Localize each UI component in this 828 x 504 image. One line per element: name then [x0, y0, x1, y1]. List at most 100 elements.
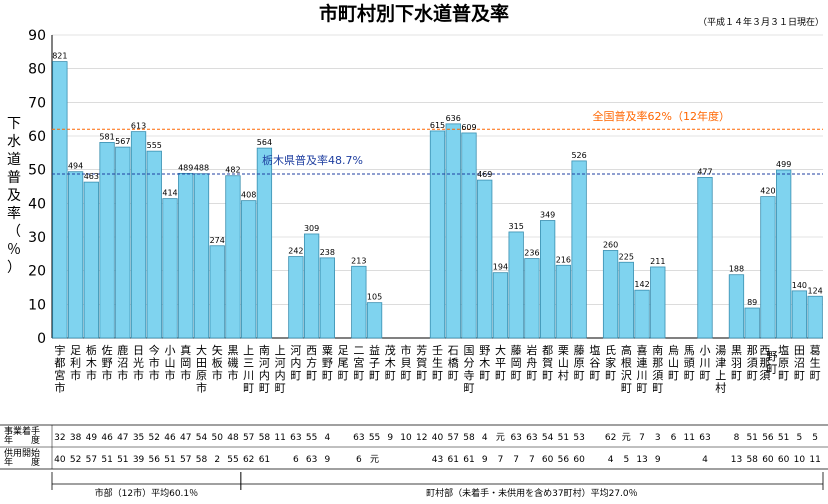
- bar: [650, 266, 666, 339]
- table-cell: 4: [608, 455, 614, 465]
- table-cell: 61: [463, 455, 474, 465]
- table-cell: 5: [797, 433, 803, 443]
- data-label: 236: [524, 249, 539, 258]
- table-cell: 60: [762, 455, 774, 465]
- category-label-char: 那: [759, 357, 770, 370]
- category-label-char: 町: [306, 369, 317, 382]
- category-label-char: 磯: [227, 357, 238, 370]
- data-label: 526: [571, 151, 586, 160]
- category-label-char: 足: [338, 344, 349, 357]
- category-label-char: 町: [259, 382, 270, 395]
- table-cell: 5: [623, 455, 629, 465]
- bar: [791, 290, 808, 339]
- table-cell: 32: [54, 433, 65, 443]
- category-label-char: 市: [70, 368, 81, 382]
- category-label-char: 町: [511, 369, 522, 382]
- data-label: 315: [509, 222, 524, 231]
- bar: [162, 198, 178, 339]
- category-label-char: 町: [432, 369, 443, 382]
- category-label: 壬生町: [432, 344, 443, 382]
- table-cell: 52: [70, 455, 81, 465]
- bar: [602, 250, 619, 339]
- table-cell: 11: [809, 455, 820, 465]
- data-label: 124: [807, 286, 822, 295]
- table-cell: 43: [432, 455, 443, 465]
- category-label-char: 木: [479, 357, 490, 370]
- table-cell: 57: [180, 455, 191, 465]
- table-cell: 10: [794, 455, 806, 465]
- table-cell: 3: [655, 433, 661, 443]
- bar: [461, 132, 477, 339]
- data-label: 609: [461, 123, 476, 132]
- data-label: 463: [84, 172, 99, 181]
- category-label-char: 藤: [574, 344, 585, 357]
- category-label-char: 根: [621, 356, 632, 370]
- table-cell: 13: [731, 455, 742, 465]
- category-label-char: 河: [290, 344, 301, 357]
- table-cell: 4: [702, 455, 708, 465]
- bar: [146, 150, 162, 339]
- category-label-char: 町: [699, 369, 710, 382]
- category-label-char: 市: [149, 368, 160, 382]
- table-cell: 47: [117, 433, 128, 443]
- table-cell: 40: [432, 433, 444, 443]
- category-label-char: 大: [196, 343, 207, 357]
- category-label-char: 西: [306, 344, 317, 357]
- table-cell: 63: [290, 433, 301, 443]
- category-label: 益子町: [369, 343, 380, 382]
- category-label-char: 市: [212, 368, 223, 382]
- table-cell: 元: [370, 455, 379, 465]
- category-label-char: 粟: [322, 344, 333, 357]
- table-cell: 6: [293, 455, 299, 465]
- category-label-char: 宮: [353, 356, 364, 370]
- category-label-char: 須: [759, 369, 770, 382]
- y-tick-label: 60: [28, 129, 46, 145]
- category-label-char: 国: [463, 344, 474, 357]
- data-label: 488: [194, 164, 209, 173]
- table-cell: 元: [496, 433, 505, 443]
- category-label-char: 三: [243, 357, 254, 370]
- table-cell: 38: [70, 433, 82, 443]
- category-label: 河内町: [290, 344, 301, 382]
- category-label-char: 内: [259, 368, 270, 382]
- table-cell: 61: [448, 455, 459, 465]
- y-tick-label: 10: [28, 297, 46, 313]
- category-label-char: 真: [180, 343, 191, 357]
- y-axis-label-char: ）: [7, 260, 21, 276]
- category-label-char: 市: [117, 368, 128, 382]
- bar: [209, 245, 225, 339]
- table-cell: 9: [655, 455, 661, 465]
- category-label-char: 木: [385, 357, 396, 370]
- category-label-char: 矢: [212, 343, 223, 357]
- category-label-char: 宮: [54, 368, 65, 382]
- table-cell: 63: [353, 433, 364, 443]
- table-cell: 55: [369, 433, 380, 443]
- bar: [225, 175, 241, 339]
- y-axis-label-char: 率: [7, 205, 21, 222]
- bar: [760, 196, 776, 339]
- table-cell: 51: [558, 433, 569, 443]
- category-label-char: 茂: [385, 343, 396, 357]
- table-cell: 12: [416, 433, 427, 443]
- table-cell: 9: [387, 433, 393, 443]
- bar: [429, 130, 446, 339]
- bar: [319, 257, 335, 339]
- category-label: 足尾町: [338, 344, 349, 382]
- data-label: 494: [68, 162, 83, 171]
- table-cell: 元: [622, 433, 631, 443]
- data-label: 260: [603, 240, 618, 249]
- table-cell: 54: [196, 433, 208, 443]
- category-label: 都賀町: [542, 344, 553, 382]
- category-label-char: 上: [275, 344, 286, 357]
- table-cell: 51: [778, 433, 789, 443]
- category-label: 野木町: [479, 344, 490, 382]
- category-label-char: 沼: [794, 356, 805, 370]
- category-label: 足利市: [70, 344, 81, 382]
- category-label-char: 町: [290, 369, 301, 382]
- category-label-char: 町: [637, 382, 648, 395]
- group-label-bg: [84, 486, 209, 499]
- category-label-char: 頭: [684, 357, 695, 370]
